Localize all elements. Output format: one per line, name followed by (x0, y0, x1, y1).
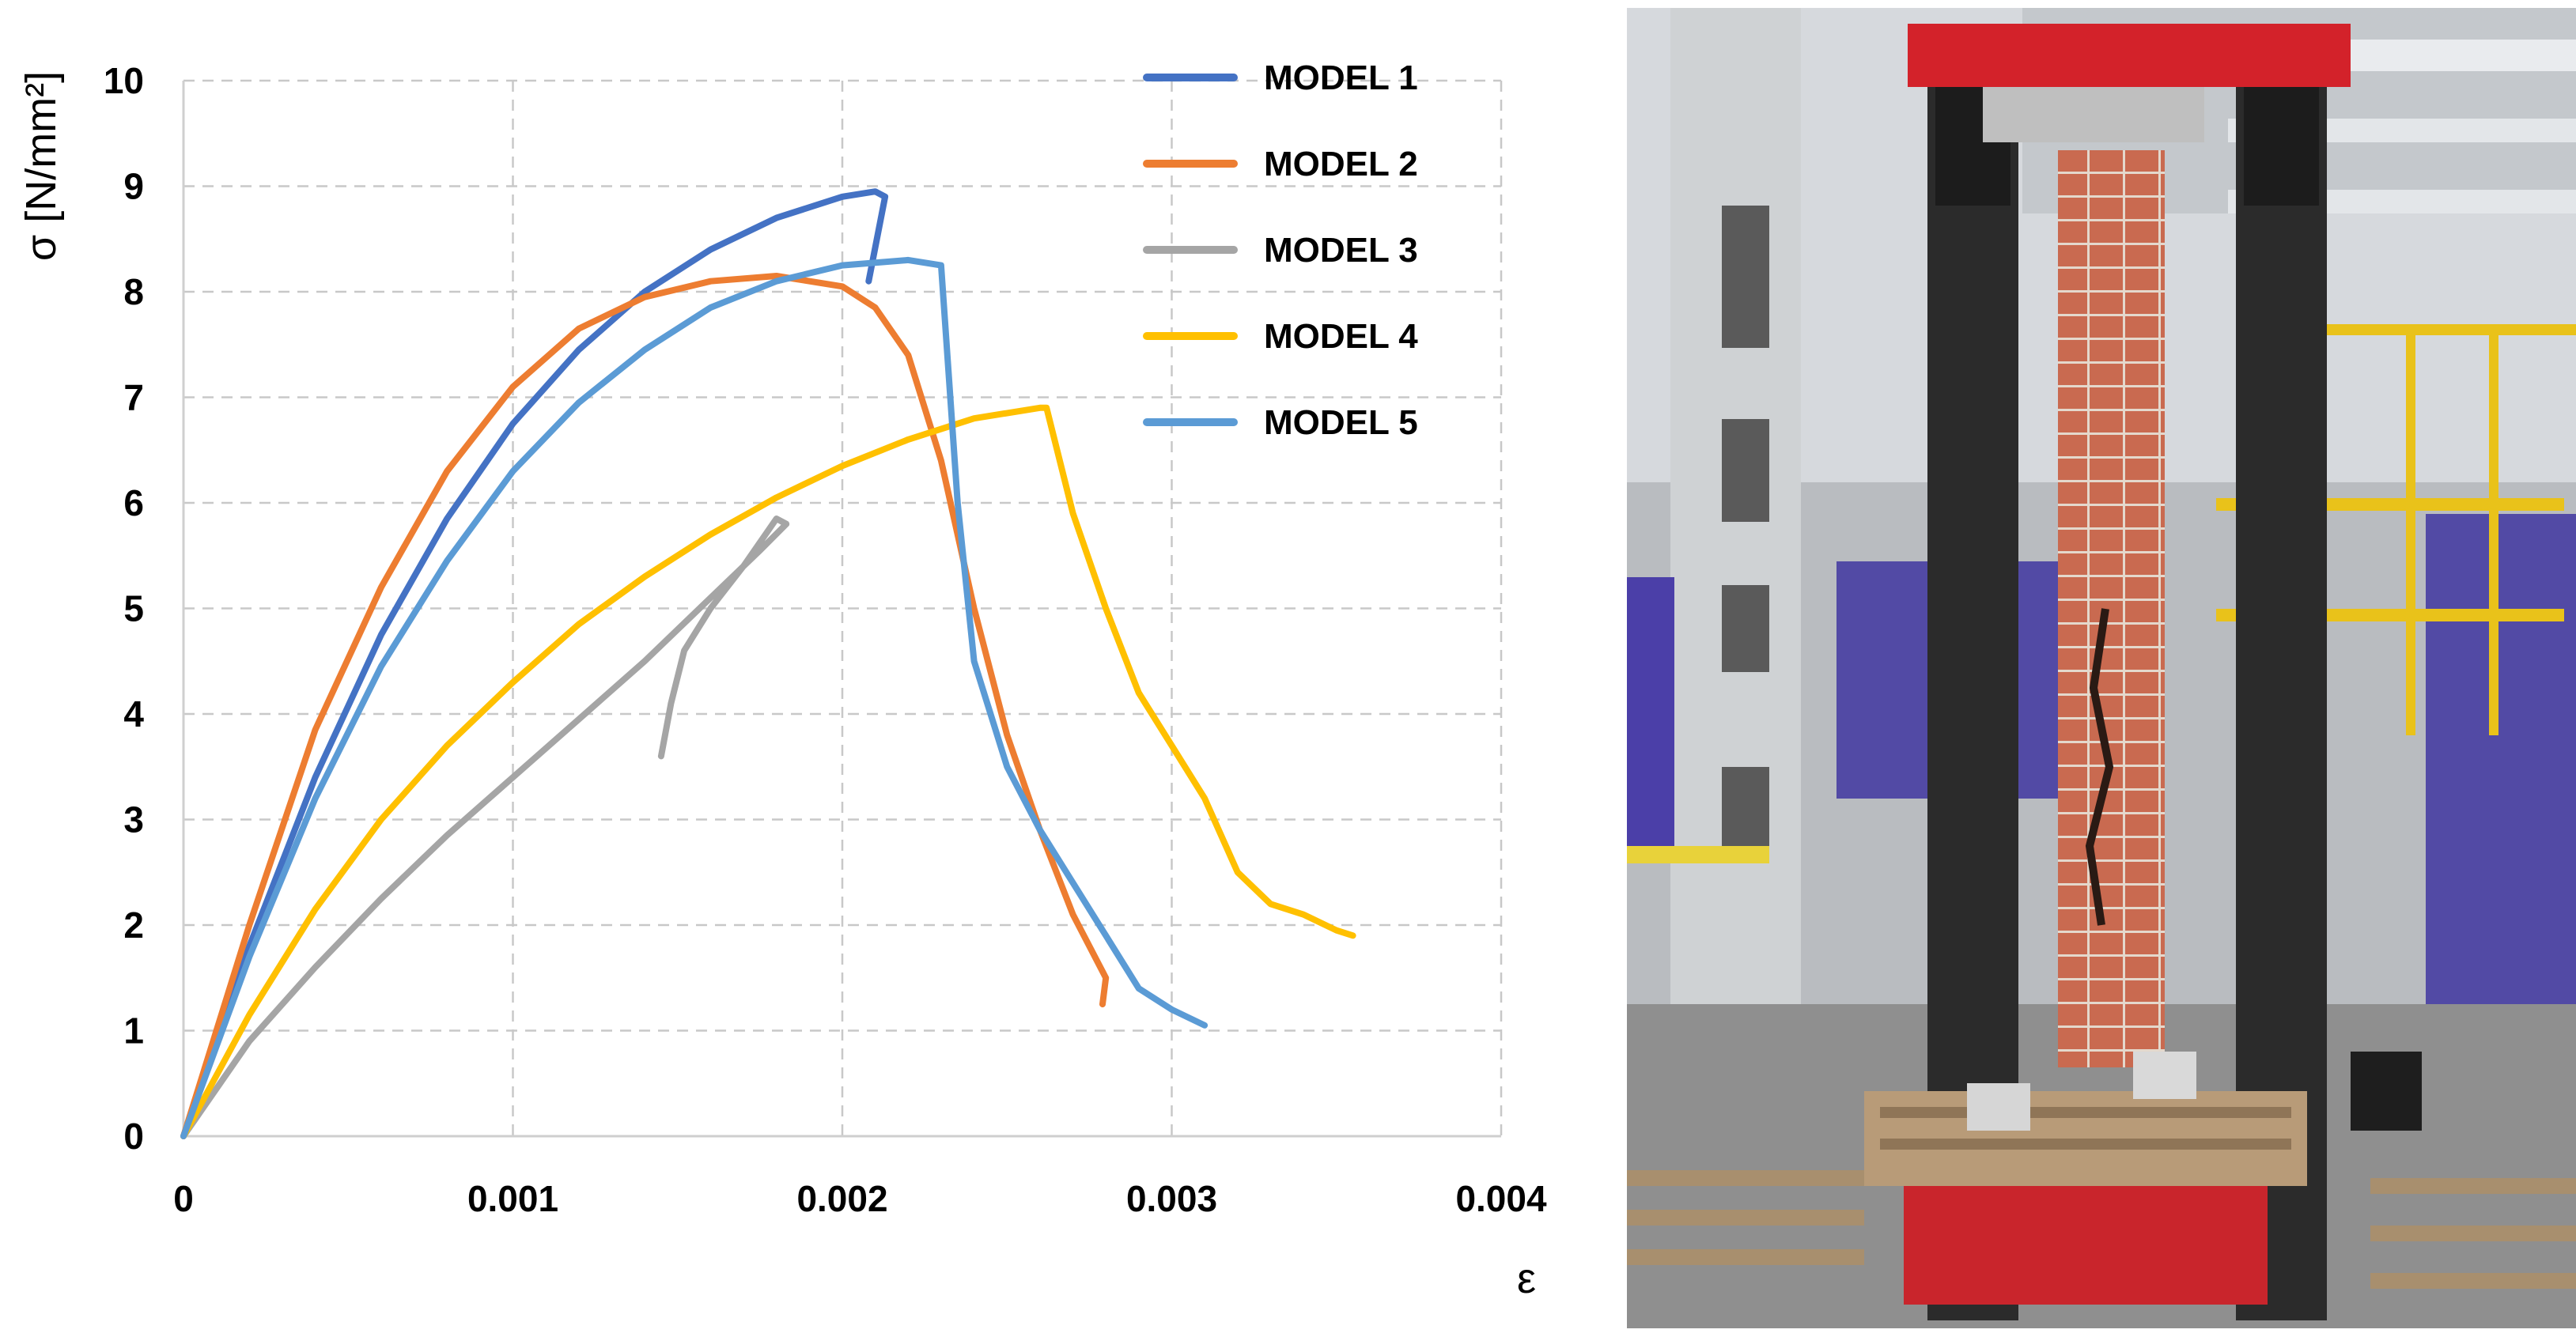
y-tick-label: 5 (123, 588, 144, 629)
y-tick-label: 0 (123, 1116, 144, 1157)
grid-lines (183, 79, 1503, 1136)
stress-strain-chart: 0 1 2 3 4 5 6 7 8 9 10 0 0.001 0.002 0.003 0.004 σ [N/m… (17, 59, 1547, 1302)
y-tick-label: 3 (123, 799, 144, 840)
y-tick-label: 8 (123, 271, 144, 312)
x-tick-label: 0.002 (796, 1178, 887, 1219)
tick-labels: 0 1 2 3 4 5 6 7 8 9 10 0 0.001 0.002 0.003 0.004 (104, 60, 1547, 1219)
y-tick-label: 1 (123, 1010, 144, 1052)
axes (182, 81, 1501, 1138)
legend-label: MODEL 3 (1264, 231, 1418, 270)
x-tick-label: 0.004 (1455, 1178, 1547, 1219)
x-tick-label: 0.001 (467, 1178, 558, 1219)
y-tick-label: 7 (123, 377, 144, 418)
series-line-model-2 (180, 273, 1110, 1139)
legend-label: MODEL 5 (1264, 403, 1418, 442)
y-tick-label: 4 (123, 693, 144, 735)
series-line-model-5 (180, 256, 1209, 1139)
legend-label: MODEL 4 (1264, 317, 1418, 356)
x-tick-label: 0 (173, 1178, 194, 1219)
y-tick-label: 2 (123, 905, 144, 946)
legend-label: MODEL 2 (1264, 145, 1418, 183)
x-tick-label: 0.003 (1126, 1178, 1217, 1219)
y-tick-label: 6 (123, 482, 144, 523)
y-tick-label: 10 (104, 60, 144, 101)
series-line-model-4 (180, 404, 1356, 1139)
legend-label: MODEL 1 (1264, 59, 1418, 97)
y-axis-title: σ [N/mm²] (17, 71, 65, 261)
series-line-model-3 (180, 516, 790, 1139)
column-test-photo (1627, 8, 2576, 1328)
series-lines (180, 188, 1356, 1139)
legend: MODEL 1 MODEL 2 MODEL 3 MODEL 4 MODEL 5 (1143, 59, 1418, 442)
series-line-model-1 (180, 188, 889, 1139)
y-tick-label: 9 (123, 166, 144, 207)
x-axis-title: ε (1517, 1255, 1536, 1302)
